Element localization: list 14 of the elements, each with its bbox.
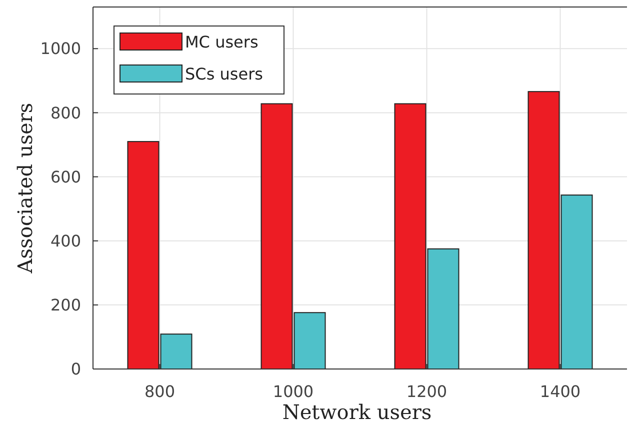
legend-label: MC users: [185, 32, 258, 52]
y-axis-title: Associated users: [13, 102, 37, 274]
x-tick-label: 800: [144, 382, 176, 401]
y-tick-label: 400: [50, 231, 81, 250]
x-axis-title: Network users: [282, 400, 432, 424]
y-tick-label: 600: [50, 167, 81, 186]
y-tick-label: 200: [50, 296, 81, 315]
y-tick-label: 1000: [40, 39, 81, 58]
x-tick-label: 1400: [540, 382, 581, 401]
x-tick-label: 1000: [272, 382, 314, 401]
y-tick-label: 800: [50, 103, 81, 122]
legend-label: SCs users: [185, 64, 263, 84]
y-tick-label: 0: [70, 360, 81, 379]
x-tick-label: 1200: [406, 382, 448, 401]
